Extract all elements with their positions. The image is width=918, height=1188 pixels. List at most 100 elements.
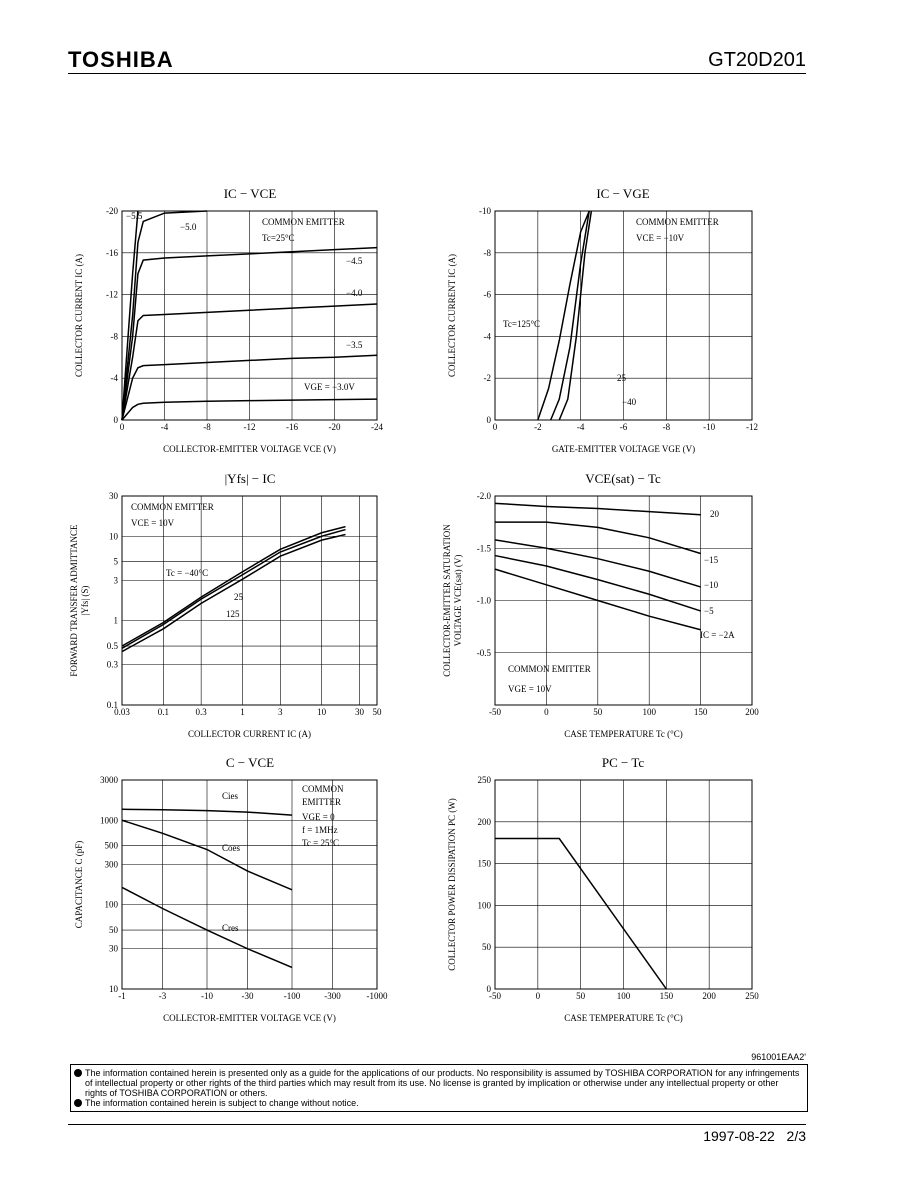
x-axis-label: COLLECTOR CURRENT IC (A) bbox=[188, 729, 311, 739]
curve bbox=[495, 521, 701, 555]
x-tick-label: 0 bbox=[536, 991, 541, 1001]
curve-label: 25 bbox=[234, 592, 244, 602]
header-rule bbox=[68, 73, 806, 74]
x-tick-label: -16 bbox=[286, 422, 298, 432]
x-tick-label: 30 bbox=[355, 707, 365, 717]
x-tick-label: -4 bbox=[161, 422, 169, 432]
curve-label: −15 bbox=[704, 555, 719, 565]
curve bbox=[558, 210, 593, 421]
y-tick-label: 0 bbox=[487, 984, 492, 994]
y-axis-label: FORWARD TRANSFER ADMITTANCE bbox=[69, 524, 79, 677]
y-tick-label: 150 bbox=[478, 859, 492, 869]
x-tick-label: -24 bbox=[371, 422, 383, 432]
y-tick-label: 250 bbox=[478, 775, 492, 785]
x-tick-label: -1000 bbox=[367, 991, 388, 1001]
x-tick-label: 150 bbox=[660, 991, 674, 1001]
x-tick-label: 0.3 bbox=[196, 707, 208, 717]
y-tick-label: 0 bbox=[487, 415, 492, 425]
x-tick-label: 200 bbox=[745, 707, 759, 717]
curve bbox=[494, 502, 701, 516]
y-axis-label: COLLECTOR-EMITTER SATURATION bbox=[442, 524, 452, 677]
curve-label: −3.5 bbox=[346, 340, 363, 350]
x-tick-label: 50 bbox=[576, 991, 586, 1001]
curve bbox=[121, 354, 378, 421]
curve bbox=[494, 539, 701, 588]
note: The information contained herein is pres… bbox=[74, 1068, 800, 1098]
annotation: COMMON EMITTER bbox=[262, 217, 345, 227]
y-axis-label: VOLTAGE VCE(sat) (V) bbox=[453, 555, 463, 647]
curve bbox=[537, 210, 590, 421]
y-tick-label: 50 bbox=[482, 942, 492, 952]
plot-frame bbox=[121, 779, 378, 990]
annotation: VGE = 0 bbox=[302, 812, 335, 822]
y-tick-label: 10 bbox=[109, 531, 119, 541]
y-tick-label: -6 bbox=[484, 290, 492, 300]
curve bbox=[121, 210, 208, 421]
x-axis-label: COLLECTOR-EMITTER VOLTAGE VCE (V) bbox=[163, 1013, 336, 1023]
x-tick-label: 0.03 bbox=[114, 707, 130, 717]
y-tick-label: -4 bbox=[484, 331, 492, 341]
y-tick-label: 30 bbox=[109, 944, 119, 954]
curve-label: Cies bbox=[222, 791, 238, 801]
y-tick-label: -10 bbox=[479, 206, 491, 216]
y-tick-label: 300 bbox=[105, 859, 119, 869]
x-axis-label: COLLECTOR-EMITTER VOLTAGE VCE (V) bbox=[163, 444, 336, 454]
x-tick-label: -6 bbox=[620, 422, 628, 432]
disclaimer: The information contained herein is pres… bbox=[70, 1064, 808, 1112]
y-tick-label: -8 bbox=[484, 248, 492, 258]
x-tick-label: -1 bbox=[118, 991, 126, 1001]
annotation: EMITTER bbox=[302, 797, 341, 807]
x-tick-label: 0 bbox=[544, 707, 549, 717]
x-tick-label: -300 bbox=[324, 991, 341, 1001]
x-tick-label: 1 bbox=[240, 707, 245, 717]
y-tick-label: 100 bbox=[478, 900, 492, 910]
curve bbox=[494, 568, 701, 631]
y-tick-label: -20 bbox=[106, 206, 118, 216]
x-tick-label: -2 bbox=[534, 422, 542, 432]
curve bbox=[121, 210, 139, 421]
y-tick-label: 500 bbox=[105, 841, 119, 851]
curve-label: 20 bbox=[710, 509, 720, 519]
chart-title: C − VCE bbox=[226, 755, 274, 770]
x-tick-label: -50 bbox=[489, 991, 501, 1001]
y-axis-label: |Yfs| (S) bbox=[80, 586, 90, 616]
curve bbox=[495, 837, 667, 990]
curve-label: −5 bbox=[704, 606, 714, 616]
curve-label: IC = −2A bbox=[700, 630, 735, 640]
y-tick-label: 3000 bbox=[100, 775, 119, 785]
annotation: COMMON EMITTER bbox=[508, 664, 591, 674]
y-tick-label: 100 bbox=[105, 900, 119, 910]
y-tick-label: 50 bbox=[109, 925, 119, 935]
y-tick-label: 1000 bbox=[100, 815, 119, 825]
y-tick-label: -1.5 bbox=[477, 543, 492, 553]
y-tick-label: 200 bbox=[478, 817, 492, 827]
y-axis-label: COLLECTOR POWER DISSIPATION PC (W) bbox=[447, 798, 457, 971]
x-tick-label: -12 bbox=[746, 422, 758, 432]
y-tick-label: 0 bbox=[114, 415, 119, 425]
chart-title: IC − VCE bbox=[224, 186, 277, 201]
curve bbox=[121, 525, 346, 647]
part-number: GT20D201 bbox=[708, 49, 806, 71]
curve-label: −4.5 bbox=[346, 256, 363, 266]
y-tick-label: 1 bbox=[114, 616, 119, 626]
page-number: 2/3 bbox=[786, 1128, 806, 1144]
curve-label: 125 bbox=[226, 609, 240, 619]
y-tick-label: -2.0 bbox=[477, 491, 492, 501]
x-tick-label: 3 bbox=[278, 707, 283, 717]
y-tick-label: 0.1 bbox=[107, 700, 118, 710]
x-tick-label: 100 bbox=[642, 707, 656, 717]
curve bbox=[494, 554, 701, 612]
curve-label: −5.5 bbox=[126, 211, 143, 221]
curve-label: Tc = −40°C bbox=[166, 568, 208, 578]
x-tick-label: 10 bbox=[317, 707, 327, 717]
brand: TOSHIBA bbox=[68, 47, 174, 72]
doc-code: 961001EAA2' bbox=[751, 1052, 806, 1062]
x-tick-label: 200 bbox=[702, 991, 716, 1001]
x-tick-label: -30 bbox=[242, 991, 254, 1001]
curve-label: −4.0 bbox=[346, 288, 363, 298]
y-tick-label: 30 bbox=[109, 491, 119, 501]
date: 1997-08-22 bbox=[703, 1128, 775, 1144]
chart-title: PC − Tc bbox=[602, 755, 645, 770]
